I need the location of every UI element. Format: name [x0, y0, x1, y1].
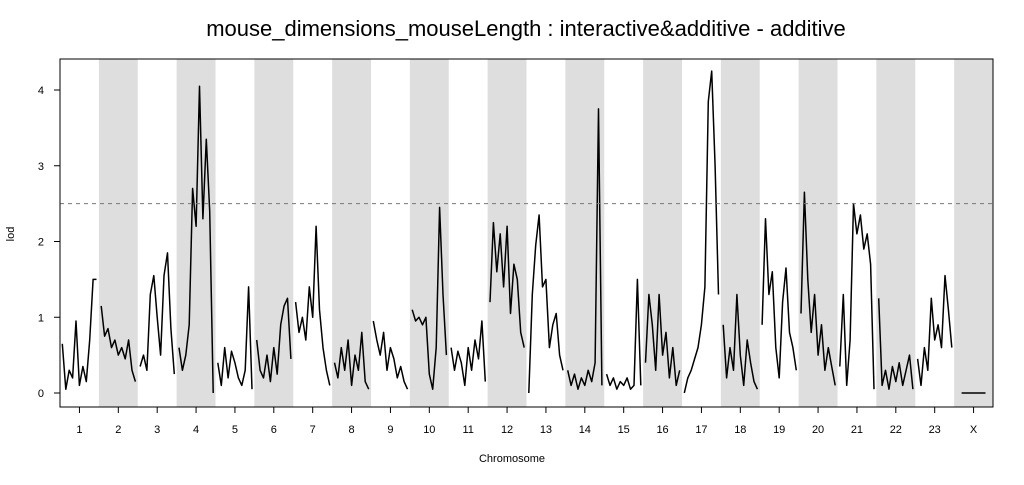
lod-curve-chr-16: [644, 293, 681, 387]
x-tick-label-10: 10: [423, 424, 435, 436]
x-tick-label-7: 7: [310, 424, 316, 436]
lod-curve-chr-15: [605, 278, 642, 390]
chromosome-band-10: [409, 59, 449, 407]
x-tick-label-21: 21: [851, 424, 863, 436]
lod-curve-chr-7: [294, 225, 331, 386]
x-tick-label-16: 16: [656, 424, 668, 436]
lod-curves: [61, 70, 986, 394]
x-tick-label-22: 22: [890, 424, 902, 436]
x-tick-label-18: 18: [734, 424, 746, 436]
x-tick-label-8: 8: [349, 424, 355, 436]
y-tick-label-3: 3: [38, 161, 44, 173]
lod-curve-chr-23: [916, 274, 953, 387]
chromosome-band-2: [98, 59, 138, 407]
chromosome-band-22: [876, 59, 916, 407]
x-axis-label: Chromosome: [479, 453, 545, 465]
x-tick-label-2: 2: [115, 424, 121, 436]
x-tick-label-9: 9: [387, 424, 393, 436]
x-axis: 1 2 3 4 5 6 7 8 9 10 11 12 13 14 15 16 17 18 19 20 21 22 23 X: [76, 407, 978, 436]
chromosome-band-4: [176, 59, 216, 407]
lod-curve-chr-17: [683, 70, 720, 394]
lod-curve-chr-19: [761, 218, 798, 379]
x-tick-label-15: 15: [618, 424, 630, 436]
lod-curve-chr-21: [839, 202, 875, 390]
y-tick-label-4: 4: [38, 85, 44, 97]
lod-curve-chr-14: [566, 108, 603, 390]
x-tick-label-20: 20: [812, 424, 824, 436]
x-tick-label-6: 6: [271, 424, 277, 436]
x-tick-label-17: 17: [695, 424, 707, 436]
lod-curve-chr-8: [333, 331, 370, 390]
x-tick-label-4: 4: [193, 424, 199, 436]
y-axis: 0 1 2 3 4: [38, 85, 60, 400]
chart-title: mouse_dimensions_mouseLength : interacti…: [206, 16, 846, 41]
lod-curve-chr-22: [877, 298, 914, 390]
lod-curve-chr-18: [722, 293, 759, 390]
lod-curve-chr-11: [450, 320, 487, 387]
chromosome-band-X: [954, 59, 993, 407]
x-tick-label-5: 5: [232, 424, 238, 436]
x-tick-label-13: 13: [540, 424, 552, 436]
x-tick-label-1: 1: [76, 424, 82, 436]
lod-curve-chr-4: [178, 85, 214, 394]
lod-curve-chr-13: [528, 214, 564, 394]
lod-curve-chr-6: [255, 297, 292, 383]
x-tick-label-X: X: [970, 424, 978, 436]
lod-curve-chr-9: [372, 320, 409, 390]
lod-curve-chr-3: [139, 252, 176, 375]
plot-frame: [59, 58, 994, 408]
chromosome-band-8: [332, 59, 371, 407]
lod-curve-chr-10: [411, 206, 448, 390]
y-tick-label-1: 1: [38, 312, 44, 324]
x-tick-label-11: 11: [462, 424, 473, 436]
lod-curve-chr-5: [217, 286, 253, 390]
y-axis-label: lod: [5, 227, 17, 242]
lod-curve-chr-2: [100, 305, 137, 382]
y-tick-label-0: 0: [38, 388, 44, 400]
lod-curve-chr-20: [800, 191, 836, 386]
x-tick-label-3: 3: [154, 424, 160, 436]
lod-curve-chr-12: [489, 221, 525, 348]
x-tick-label-14: 14: [579, 424, 591, 436]
lod-curve-chr-1: [61, 278, 97, 390]
y-tick-label-2: 2: [38, 237, 44, 249]
x-tick-label-23: 23: [929, 424, 941, 436]
x-tick-label-12: 12: [501, 424, 513, 436]
x-tick-label-19: 19: [773, 424, 785, 436]
